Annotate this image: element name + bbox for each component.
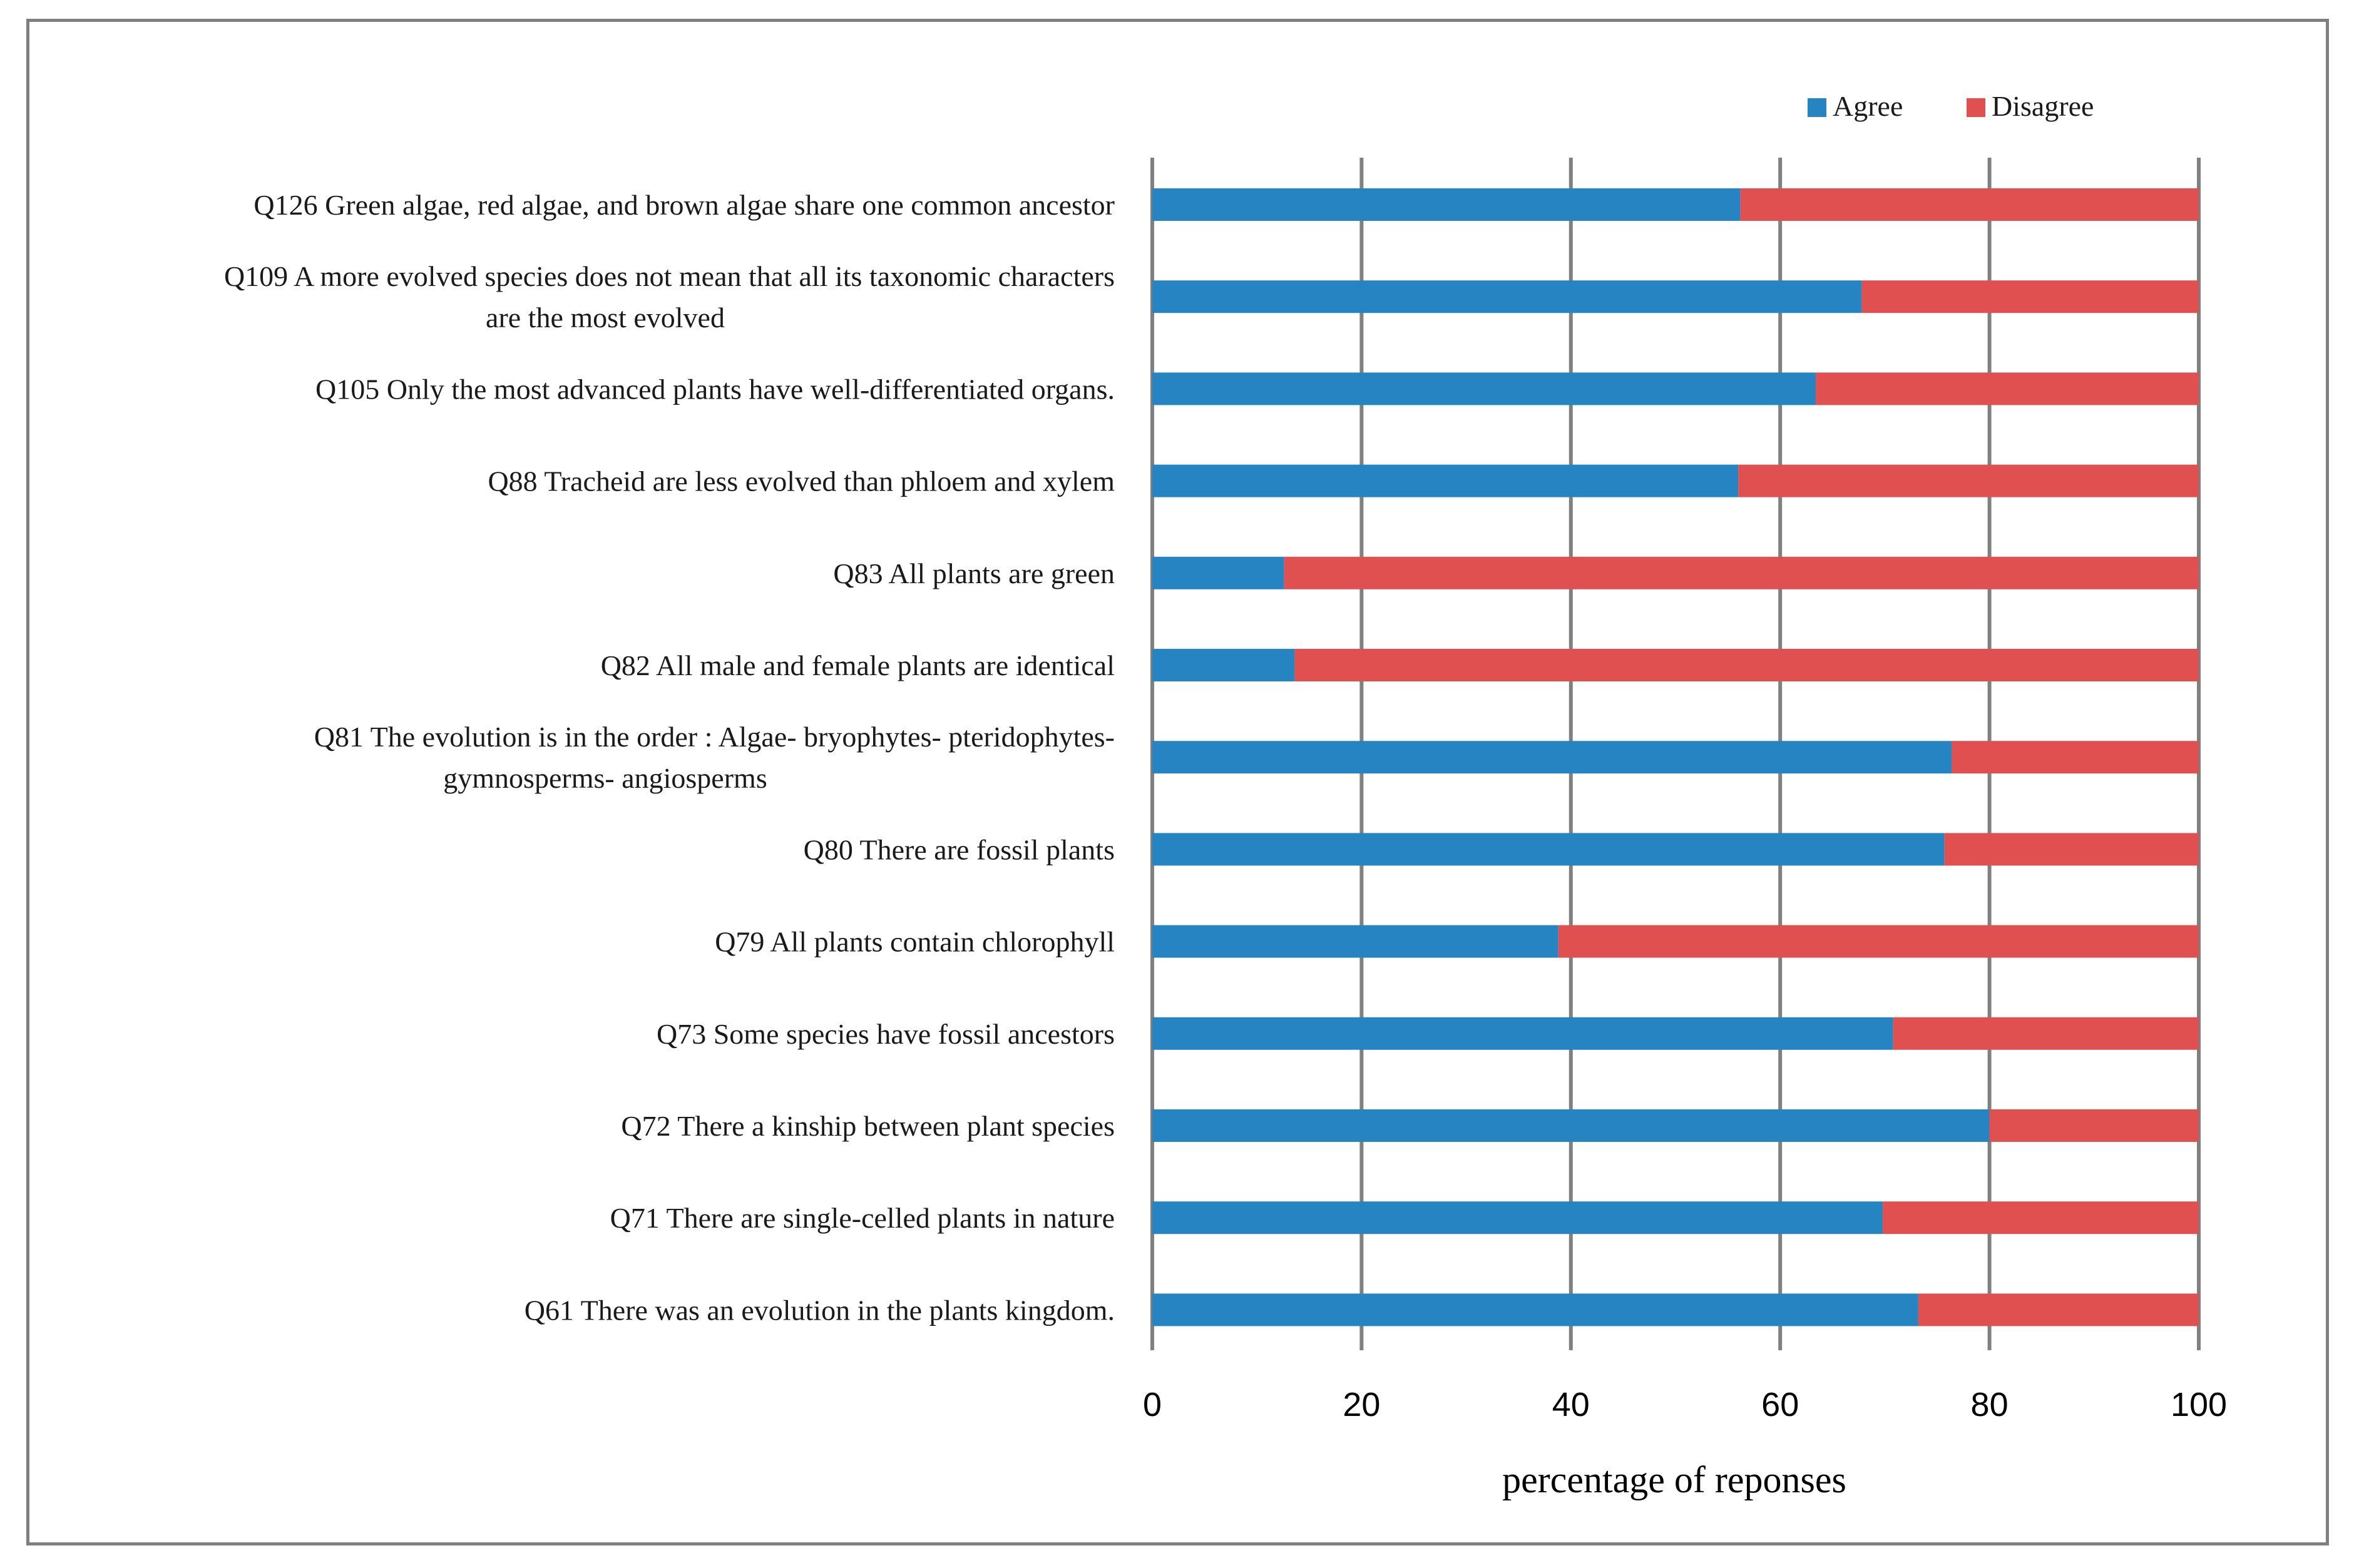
x-tick-label-80: 80 (1971, 1386, 2009, 1423)
category-label-7: Q80 There are fossil plants (804, 833, 1115, 865)
stacked-bar-chart: Q126 Green algae, red algae, and brown a… (224, 90, 2227, 1500)
bar-agree-3 (1152, 464, 1739, 497)
legend-label-agree: Agree (1833, 90, 1903, 122)
chart-frame: Q126 Green algae, red algae, and brown a… (26, 19, 2329, 1545)
category-label-0: Q126 Green algae, red algae, and brown a… (253, 189, 1115, 221)
bar-disagree-8 (1558, 925, 2199, 958)
x-axis-ticks: 0 20 40 60 80 100 (1143, 1386, 2227, 1423)
category-label-2: Q105 Only the most advanced plants have … (315, 373, 1115, 405)
x-axis-title: percentage of reponses (1502, 1459, 1846, 1500)
bar-disagree-1 (1861, 280, 2199, 313)
bar-agree-10 (1152, 1109, 1990, 1142)
legend-swatch-agree (1808, 98, 1826, 117)
legend-swatch-disagree (1967, 98, 1985, 117)
bar-agree-12 (1152, 1293, 1918, 1326)
bar-disagree-0 (1740, 188, 2199, 221)
bar-agree-1 (1152, 280, 1862, 313)
x-tick-label-0: 0 (1143, 1386, 1162, 1423)
bar-disagree-11 (1883, 1201, 2199, 1235)
category-label-8: Q79 All plants contain chlorophyll (715, 926, 1115, 958)
category-label-5: Q82 All male and female plants are ident… (601, 649, 1115, 681)
category-label-4: Q83 All plants are green (833, 557, 1115, 589)
x-tick-label-100: 100 (2171, 1386, 2227, 1423)
bar-disagree-2 (1816, 372, 2199, 405)
x-tick-label-20: 20 (1343, 1386, 1380, 1423)
bar-agree-2 (1152, 372, 1816, 405)
category-label-10: Q72 There a kinship between plant specie… (621, 1110, 1115, 1142)
bar-disagree-3 (1738, 464, 2199, 497)
category-label-6-line-0: Q81 The evolution is in the order : Alga… (314, 721, 1115, 753)
legend-label-disagree: Disagree (1992, 90, 2094, 122)
category-labels: Q126 Green algae, red algae, and brown a… (224, 189, 1115, 1326)
bars (1152, 188, 2199, 1326)
bar-agree-4 (1152, 556, 1284, 589)
legend: Agree Disagree (1808, 90, 2094, 122)
category-label-3: Q88 Tracheid are less evolved than phloe… (488, 466, 1115, 497)
bar-disagree-6 (1952, 741, 2199, 774)
bar-agree-6 (1152, 741, 1952, 774)
category-label-6-line-1: gymnosperms- angiosperms (443, 762, 767, 794)
bar-agree-7 (1152, 833, 1945, 866)
bar-agree-5 (1152, 649, 1295, 681)
bar-disagree-9 (1893, 1017, 2199, 1050)
category-label-9: Q73 Some species have fossil ancestors (657, 1018, 1115, 1050)
bar-disagree-5 (1294, 649, 2199, 681)
bar-disagree-4 (1284, 556, 2199, 589)
bar-agree-0 (1152, 188, 1741, 221)
bar-disagree-10 (1989, 1109, 2199, 1142)
category-label-12: Q61 There was an evolution in the plants… (525, 1294, 1115, 1326)
bar-agree-8 (1152, 925, 1558, 958)
bar-disagree-7 (1944, 833, 2199, 866)
category-label-11: Q71 There are single-celled plants in na… (610, 1202, 1115, 1234)
x-tick-label-60: 60 (1761, 1386, 1799, 1423)
category-label-1-line-0: Q109 A more evolved species does not mea… (224, 260, 1115, 292)
bar-agree-11 (1152, 1201, 1883, 1235)
bar-disagree-12 (1918, 1293, 2199, 1326)
x-tick-label-40: 40 (1552, 1386, 1590, 1423)
bar-agree-9 (1152, 1017, 1893, 1050)
category-label-1-line-1: are the most evolved (486, 302, 725, 333)
